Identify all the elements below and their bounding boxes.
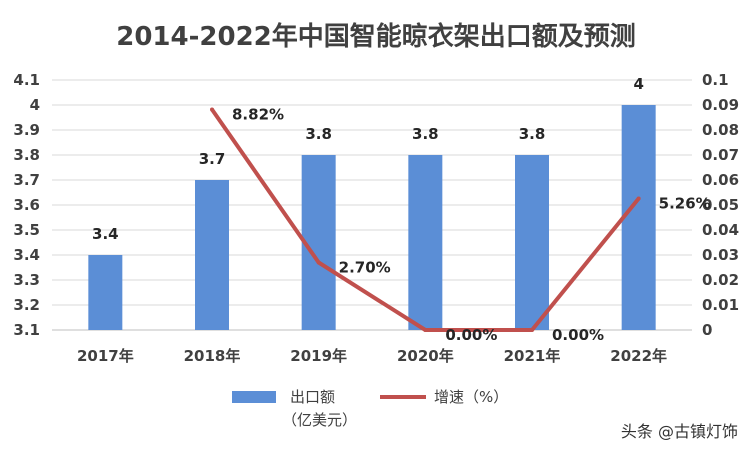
right-tick-label: 0.04 <box>702 221 739 239</box>
bar-data-label: 3.7 <box>199 150 226 168</box>
legend-line-label: 增速（%） <box>434 388 508 406</box>
line-data-label: 8.82% <box>232 106 284 124</box>
bar-data-label: 3.8 <box>519 125 546 143</box>
right-tick-label: 0.03 <box>702 246 739 264</box>
right-tick-label: 0.07 <box>702 146 739 164</box>
line-point <box>316 260 321 265</box>
legend-bar-label-line2: （亿美元） <box>282 411 357 429</box>
right-axis-ticks: 0 0.01 0.02 0.03 0.04 0.05 0.06 0.07 0.08 0.09 0.1 <box>702 71 739 339</box>
right-tick-label: 0.09 <box>702 96 739 114</box>
left-tick-label: 4.1 <box>13 71 40 89</box>
right-tick-label: 0.05 <box>702 196 739 214</box>
line-data-label: 5.26% <box>659 195 711 213</box>
right-tick-label: 0.08 <box>702 121 739 139</box>
line-series <box>210 107 641 332</box>
legend-bar-label-line1: 出口额 <box>290 388 335 406</box>
x-tick-label: 2021年 <box>504 347 561 365</box>
gridlines <box>52 79 692 331</box>
right-tick-label: 0.06 <box>702 171 739 189</box>
line-point <box>530 328 534 332</box>
x-tick-label: 2019年 <box>290 347 347 365</box>
x-tick-label: 2022年 <box>610 347 667 365</box>
left-tick-label: 3.8 <box>13 146 40 164</box>
bar-data-label: 3.8 <box>412 125 439 143</box>
left-tick-label: 3.9 <box>13 121 40 139</box>
line-point <box>636 196 641 201</box>
left-tick-label: 3.7 <box>13 171 40 189</box>
line-data-label: 0.00% <box>445 326 497 344</box>
right-tick-label: 0 <box>702 321 712 339</box>
bar-series <box>88 105 656 330</box>
bar-data-label: 4 <box>633 75 643 93</box>
x-tick-label: 2018年 <box>184 347 241 365</box>
left-tick-label: 3.3 <box>13 271 40 289</box>
x-axis-ticks: 2017年 2018年 2019年 2020年 2021年 2022年 <box>77 347 667 365</box>
bar-data-label: 3.4 <box>92 225 119 243</box>
right-tick-label: 0.01 <box>702 296 739 314</box>
left-tick-label: 4 <box>30 96 40 114</box>
line-data-label: 0.00% <box>552 326 604 344</box>
line-point <box>210 107 214 112</box>
line-data-label: 2.70% <box>339 259 391 277</box>
left-tick-label: 3.4 <box>13 246 40 264</box>
watermark: 头条 @古镇灯饰 <box>621 422 738 441</box>
right-tick-label: 0.1 <box>702 71 729 89</box>
bar <box>195 180 229 330</box>
left-tick-label: 3.6 <box>13 196 40 214</box>
chart-title: 2014-2022年中国智能晾衣架出口额及预测 <box>116 21 636 52</box>
left-tick-label: 3.1 <box>13 321 40 339</box>
left-tick-label: 3.5 <box>13 221 40 239</box>
line-point <box>423 328 428 332</box>
bar <box>88 255 123 330</box>
x-tick-label: 2017年 <box>77 347 134 365</box>
bar <box>408 155 443 330</box>
bar <box>515 155 549 330</box>
bar <box>621 105 656 330</box>
right-tick-label: 0.02 <box>702 271 739 289</box>
legend-bar-swatch <box>232 391 276 403</box>
line-data-labels: 8.82% 2.70% 0.00% 0.00% 5.26% <box>232 106 711 345</box>
legend: 出口额 （亿美元） 增速（%） <box>232 388 508 429</box>
bar <box>301 155 336 330</box>
left-tick-label: 3.2 <box>13 296 40 314</box>
left-axis-ticks: 3.1 3.2 3.3 3.4 3.5 3.6 3.7 3.8 3.9 4 4.1 <box>13 71 40 339</box>
x-tick-label: 2020年 <box>397 347 454 365</box>
bar-data-label: 3.8 <box>305 125 332 143</box>
bar-data-labels: 3.4 3.7 3.8 3.8 3.8 4 <box>92 75 644 243</box>
